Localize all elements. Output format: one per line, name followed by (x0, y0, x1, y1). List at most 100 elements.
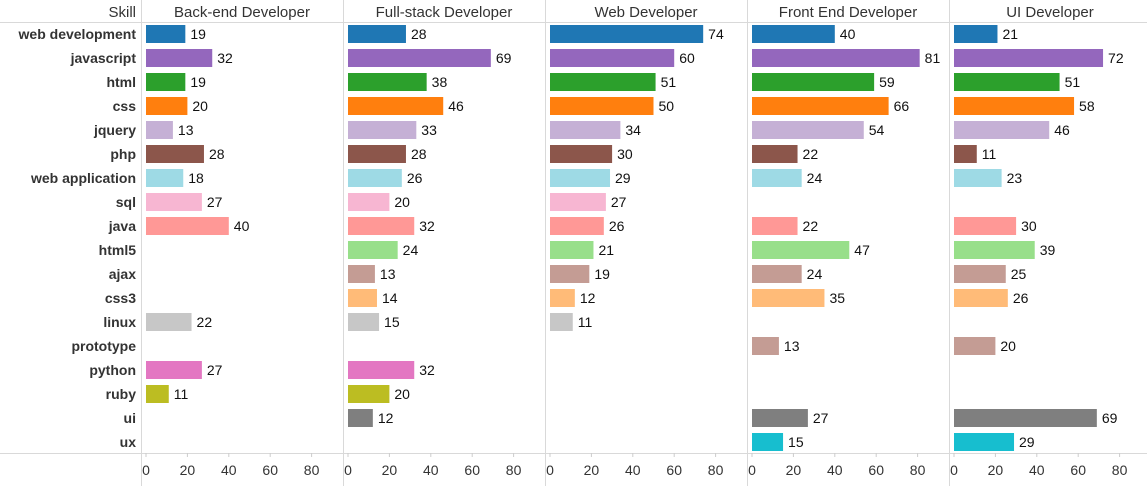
bar-full-stack-developer-css3 (348, 289, 377, 307)
axis-tick-label-full-stack-developer-80: 80 (506, 462, 522, 478)
panel-title-web-developer: Web Developer (594, 4, 697, 21)
value-label-full-stack-developer-java: 32 (419, 218, 435, 234)
value-label-front-end-developer-jquery: 54 (869, 122, 885, 138)
value-label-full-stack-developer-linux: 15 (384, 314, 400, 330)
value-label-front-end-developer-html5: 47 (854, 242, 870, 258)
value-label-back-end-developer-linux: 22 (197, 314, 213, 330)
skill-label-ui: ui (124, 410, 136, 426)
axis-tick-label-web-developer-40: 40 (625, 462, 641, 478)
bar-full-stack-developer-javascript (348, 49, 491, 67)
bar-front-end-developer-java (752, 217, 798, 235)
bar-web-developer-java (550, 217, 604, 235)
bar-full-stack-developer-css (348, 97, 444, 115)
bar-ui-developer-javascript (954, 49, 1104, 67)
value-label-ui-developer-css3: 26 (1013, 290, 1029, 306)
bar-front-end-developer-web-application (752, 169, 802, 187)
bar-full-stack-developer-html5 (348, 241, 398, 259)
skill-label-jquery: jquery (93, 122, 136, 138)
bar-front-end-developer-jquery (752, 121, 864, 139)
value-label-front-end-developer-javascript: 81 (925, 50, 941, 66)
axis-tick-label-ui-developer-0: 0 (950, 462, 958, 478)
axis-tick-label-ui-developer-20: 20 (988, 462, 1004, 478)
bar-web-developer-php (550, 145, 613, 163)
value-label-back-end-developer-sql: 27 (207, 194, 223, 210)
value-label-ui-developer-web-application: 23 (1007, 170, 1023, 186)
value-label-ui-developer-ajax: 25 (1011, 266, 1027, 282)
bar-ui-developer-html (954, 73, 1060, 91)
bar-web-developer-web-application (550, 169, 611, 187)
axis-tick-label-front-end-developer-40: 40 (827, 462, 843, 478)
value-label-ui-developer-php: 11 (982, 146, 997, 162)
panel-title-back-end-developer: Back-end Developer (174, 4, 310, 21)
value-label-full-stack-developer-jquery: 33 (421, 122, 437, 138)
value-label-front-end-developer-html: 59 (879, 74, 895, 90)
value-label-full-stack-developer-javascript: 69 (496, 50, 512, 66)
bar-back-end-developer-linux (146, 313, 192, 331)
bar-web-developer-jquery (550, 121, 621, 139)
skill-label-java: java (108, 218, 136, 234)
bar-web-developer-css3 (550, 289, 575, 307)
bar-ui-developer-php (954, 145, 977, 163)
axis-tick-label-full-stack-developer-0: 0 (344, 462, 352, 478)
axis-tick-label-front-end-developer-80: 80 (910, 462, 926, 478)
skill-label-css: css (113, 98, 137, 114)
skill-label-linux: linux (103, 314, 136, 330)
bar-front-end-developer-css3 (752, 289, 825, 307)
axis-tick-label-back-end-developer-60: 60 (262, 462, 278, 478)
bar-front-end-developer-css (752, 97, 889, 115)
axis-tick-label-web-developer-60: 60 (666, 462, 682, 478)
bar-full-stack-developer-php (348, 145, 406, 163)
bar-web-developer-css (550, 97, 654, 115)
value-label-back-end-developer-php: 28 (209, 146, 225, 162)
bar-back-end-developer-javascript (146, 49, 213, 67)
bar-web-developer-web-development (550, 25, 704, 43)
axis-tick-label-web-developer-80: 80 (708, 462, 724, 478)
bar-back-end-developer-css (146, 97, 188, 115)
bar-full-stack-developer-web-development (348, 25, 406, 43)
value-label-web-developer-java: 26 (609, 218, 625, 234)
bar-ui-developer-ajax (954, 265, 1006, 283)
skill-label-ajax: ajax (109, 266, 136, 282)
value-label-ui-developer-css: 58 (1079, 98, 1095, 114)
bar-back-end-developer-python (146, 361, 202, 379)
axis-tick-label-back-end-developer-0: 0 (142, 462, 150, 478)
value-label-full-stack-developer-ajax: 13 (380, 266, 396, 282)
bar-ui-developer-web-application (954, 169, 1002, 187)
axis-tick-label-front-end-developer-0: 0 (748, 462, 756, 478)
bar-back-end-developer-jquery (146, 121, 173, 139)
skill-label-html5: html5 (99, 242, 137, 258)
value-label-web-developer-linux: 11 (578, 314, 593, 330)
bar-back-end-developer-sql (146, 193, 202, 211)
bar-full-stack-developer-sql (348, 193, 390, 211)
value-label-back-end-developer-jquery: 13 (178, 122, 194, 138)
value-label-web-developer-php: 30 (617, 146, 633, 162)
skill-label-ruby: ruby (106, 386, 137, 402)
value-label-ui-developer-javascript: 72 (1108, 50, 1124, 66)
value-label-full-stack-developer-css3: 14 (382, 290, 398, 306)
skill-label-php: php (110, 146, 136, 162)
value-label-full-stack-developer-php: 28 (411, 146, 427, 162)
value-label-full-stack-developer-sql: 20 (394, 194, 410, 210)
bar-back-end-developer-html (146, 73, 186, 91)
value-label-ui-developer-ui: 69 (1102, 410, 1118, 426)
value-label-web-developer-css: 50 (659, 98, 675, 114)
bar-front-end-developer-html (752, 73, 875, 91)
bar-web-developer-linux (550, 313, 573, 331)
value-label-front-end-developer-web-development: 40 (840, 26, 856, 42)
bar-ui-developer-css (954, 97, 1075, 115)
value-label-front-end-developer-ajax: 24 (807, 266, 823, 282)
value-label-front-end-developer-ux: 15 (788, 434, 804, 450)
value-label-ui-developer-prototype: 20 (1000, 338, 1016, 354)
axis-tick-label-front-end-developer-20: 20 (786, 462, 802, 478)
value-label-full-stack-developer-web-development: 28 (411, 26, 427, 42)
value-label-ui-developer-html5: 39 (1040, 242, 1056, 258)
panel-title-front-end-developer: Front End Developer (779, 4, 917, 21)
value-label-full-stack-developer-html: 38 (432, 74, 448, 90)
value-label-front-end-developer-php: 22 (803, 146, 819, 162)
value-label-web-developer-html5: 21 (598, 242, 614, 258)
value-label-full-stack-developer-ui: 12 (378, 410, 394, 426)
value-label-ui-developer-jquery: 46 (1054, 122, 1070, 138)
bar-back-end-developer-web-application (146, 169, 184, 187)
bar-ui-developer-java (954, 217, 1017, 235)
bar-full-stack-developer-ui (348, 409, 373, 427)
